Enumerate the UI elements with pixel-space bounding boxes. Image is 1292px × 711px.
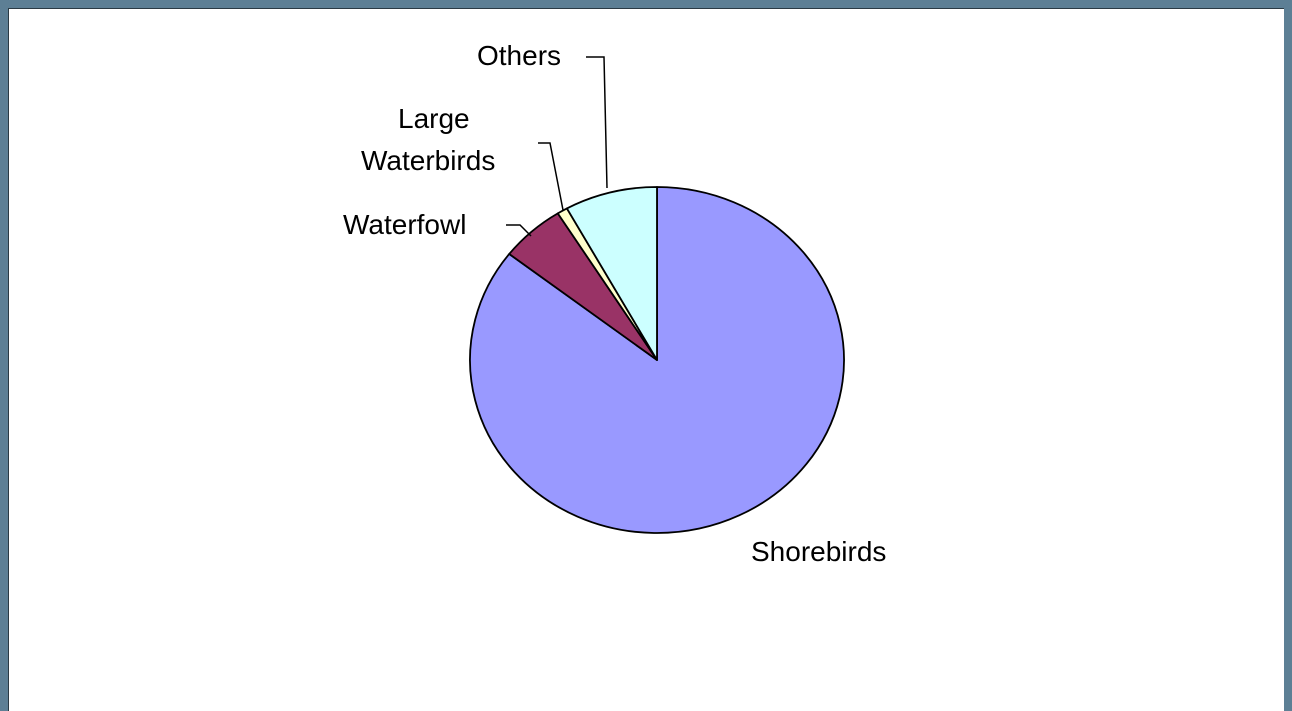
leader-line-large-waterbirds [538, 142, 564, 211]
pie-slice-others [566, 186, 658, 361]
leader-line-waterfowl [506, 224, 532, 237]
leader-line-others [586, 56, 608, 189]
pie-slices [469, 186, 845, 534]
label-others: Others [477, 40, 561, 71]
label-large-waterbirds-line2: Waterbirds [361, 145, 495, 176]
label-large-waterbirds-line1: Large [398, 103, 470, 134]
label-waterfowl: Waterfowl [343, 209, 466, 240]
label-shorebirds: Shorebirds [751, 536, 886, 567]
